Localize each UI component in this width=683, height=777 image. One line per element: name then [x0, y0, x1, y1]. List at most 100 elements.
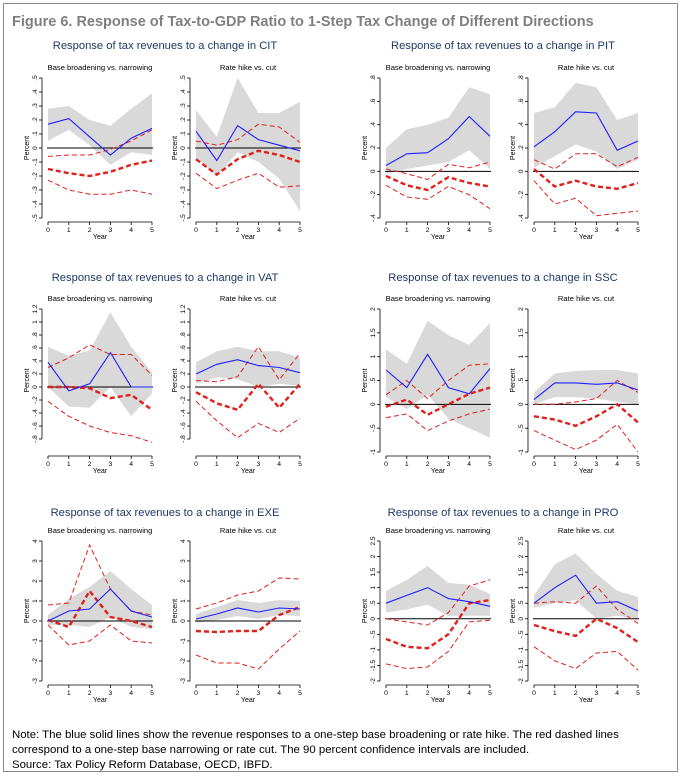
red-ci-upper-line [47, 344, 153, 376]
x-axis-label: Year [579, 468, 594, 475]
x-axis-label: Year [241, 697, 256, 704]
red-estimate-line [533, 402, 639, 428]
x-tick-label: 2 [426, 461, 430, 468]
y-tick-label: -1 [32, 638, 39, 644]
red-estimate-line [533, 168, 639, 191]
y-tick-label: -.5 [518, 630, 525, 638]
chart-title: Response of tax revenues to a change in … [391, 40, 615, 52]
x-axis-label: Year [93, 697, 108, 704]
x-tick-label: 4 [277, 227, 281, 234]
y-tick-label: 0 [518, 617, 525, 621]
chart-panel-exe-base: Response of tax revenues to a change in … [24, 507, 279, 704]
y-tick-label: .1 [32, 131, 39, 137]
red-estimate-line [195, 381, 301, 412]
y-tick-label: .6 [518, 98, 525, 104]
y-tick-label: -1 [180, 638, 187, 644]
figure-notes: Note: The blue solid lines show the reve… [12, 728, 672, 773]
blue-estimate-line [385, 587, 491, 607]
blue-estimate-line [385, 353, 491, 395]
chart-panel-pro-rate: Rate hike vs. cut -2 -1.5 -1 -.5 0 .5 1 1.5 2 2.5 P… [510, 526, 640, 704]
red-ci-upper-line [47, 129, 153, 157]
y-tick-label: -.4 [370, 214, 377, 222]
x-tick-label: 5 [488, 461, 492, 468]
red-estimate-line [385, 386, 491, 417]
chart-title: Response of tax revenues to a change in … [388, 507, 619, 519]
x-tick-label: 2 [88, 690, 92, 697]
y-tick-label: 1.5 [370, 567, 377, 576]
y-tick-label: .5 [180, 75, 187, 81]
x-tick-label: 0 [194, 227, 198, 234]
y-tick-label: .4 [370, 122, 377, 128]
confidence-band [386, 87, 490, 174]
chart-panel-ssc-base: Response of tax revenues to a change in … [362, 272, 618, 475]
x-tick-label: 3 [109, 227, 113, 234]
y-tick-label: 0 [518, 169, 525, 173]
y-tick-label: -1 [518, 449, 525, 455]
y-tick-label: -.4 [518, 214, 525, 222]
red-ci-lower-line [195, 630, 301, 670]
y-tick-label: -.1 [32, 158, 39, 166]
red-ci-lower-line [195, 400, 301, 439]
y-tick-label: -.6 [180, 422, 187, 430]
x-tick-label: 4 [277, 461, 281, 468]
y-tick-label: .6 [32, 345, 39, 351]
y-tick-label: 1.2 [32, 304, 39, 313]
red-ci-upper-line [534, 379, 639, 405]
blue-estimate-line [533, 382, 639, 401]
chart-subtitle: Rate hike vs. cut [220, 526, 277, 535]
x-tick-label: 2 [426, 227, 430, 234]
y-tick-label: .8 [370, 75, 377, 81]
y-tick-label: -.4 [180, 409, 187, 417]
x-tick-label: 1 [215, 227, 219, 234]
x-tick-label: 4 [129, 227, 133, 234]
y-tick-label: -.4 [180, 200, 187, 208]
chart-panel-vat-rate: Rate hike vs. cut -.8 -.6 -.4 -.2 0 .2 .4 .6 .8 1 1… [172, 294, 302, 475]
y-tick-label: .6 [370, 98, 377, 104]
y-tick-label: 0 [370, 402, 377, 406]
x-tick-label: 1 [405, 690, 409, 697]
confidence-band [196, 78, 300, 211]
x-tick-label: 3 [257, 461, 261, 468]
y-tick-label: 0 [32, 385, 39, 389]
y-tick-label: -.5 [370, 424, 377, 432]
y-axis-label: Percent [24, 599, 31, 623]
x-tick-label: 2 [236, 690, 240, 697]
y-tick-label: 2 [370, 554, 377, 558]
y-tick-label: -2 [180, 658, 187, 664]
x-axis-label: Year [241, 234, 256, 241]
y-axis-label: Percent [510, 368, 517, 392]
x-tick-label: 5 [488, 227, 492, 234]
x-tick-label: 2 [574, 461, 578, 468]
red-ci-upper-line [533, 153, 639, 170]
x-axis-label: Year [93, 468, 108, 475]
chart-panel-ssc-rate: Rate hike vs. cut -1 -.5 0 .5 1 1.5 2 Percent 0 1 2… [510, 294, 640, 475]
x-tick-label: 5 [150, 227, 154, 234]
x-tick-label: 5 [298, 461, 302, 468]
blue-estimate-line [195, 124, 301, 162]
x-tick-label: 1 [67, 461, 71, 468]
y-tick-label: -2 [32, 658, 39, 664]
x-tick-label: 2 [88, 227, 92, 234]
y-tick-label: .5 [518, 377, 525, 383]
x-tick-label: 2 [574, 227, 578, 234]
x-tick-label: 0 [532, 461, 536, 468]
chart-subtitle: Base broadening vs. narrowing [386, 294, 491, 303]
y-tick-label: -.2 [180, 396, 187, 404]
y-axis-label: Percent [362, 368, 369, 392]
blue-estimate-line [533, 574, 639, 612]
x-axis-label: Year [93, 234, 108, 241]
y-tick-label: .4 [32, 358, 39, 364]
red-estimate-line [385, 174, 491, 192]
blue-estimate-line [195, 607, 301, 620]
chart-subtitle: Rate hike vs. cut [558, 294, 615, 303]
chart-title: Response of tax revenues to a change in … [388, 272, 618, 284]
y-tick-label: -1.5 [370, 659, 377, 671]
x-tick-label: 4 [277, 690, 281, 697]
y-tick-label: 0 [32, 619, 39, 623]
y-tick-label: -.2 [180, 172, 187, 180]
y-tick-label: .8 [180, 332, 187, 338]
figure-title: Figure 6. Response of Tax-to-GDP Ratio t… [12, 14, 594, 30]
y-tick-label: 2.5 [518, 536, 525, 545]
x-axis-label: Year [579, 697, 594, 704]
